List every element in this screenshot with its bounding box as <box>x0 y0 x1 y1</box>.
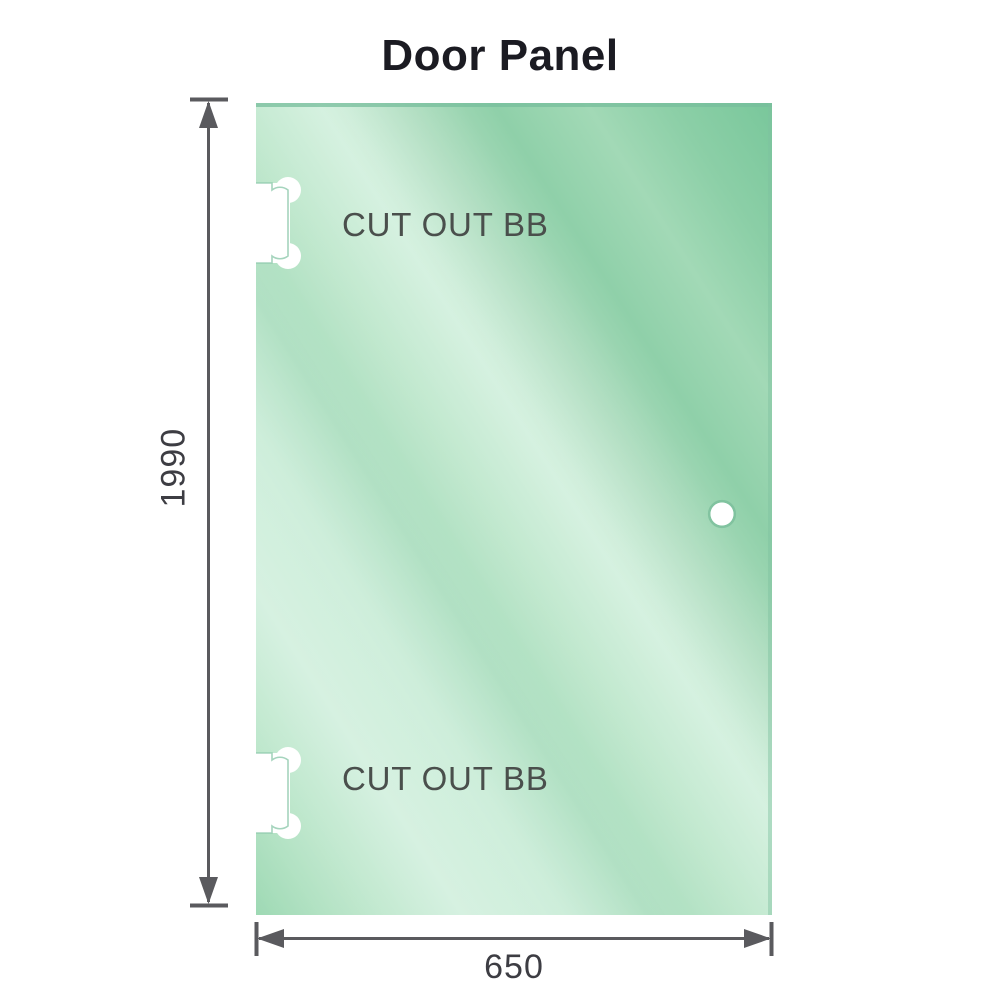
height-dimension <box>190 97 228 908</box>
cutout-label-top: CUT OUT BB <box>342 206 549 243</box>
handle-hole <box>710 502 734 526</box>
cutout-outlines <box>256 182 289 834</box>
page-title: Door Panel <box>381 31 619 80</box>
handle-hole-rim <box>707 499 737 529</box>
cutout-label-bottom: CUT OUT BB <box>342 760 549 797</box>
glass-panel <box>256 103 772 915</box>
height-dimension-label: 1990 <box>154 427 193 508</box>
width-dimension <box>254 922 774 956</box>
width-dimension-label: 650 <box>484 948 544 986</box>
